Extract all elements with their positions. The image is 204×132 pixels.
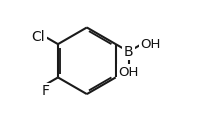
Text: Cl: Cl xyxy=(31,30,45,44)
Text: OH: OH xyxy=(118,66,138,79)
Text: OH: OH xyxy=(140,38,160,51)
Text: B: B xyxy=(123,45,133,59)
Text: F: F xyxy=(42,84,50,98)
